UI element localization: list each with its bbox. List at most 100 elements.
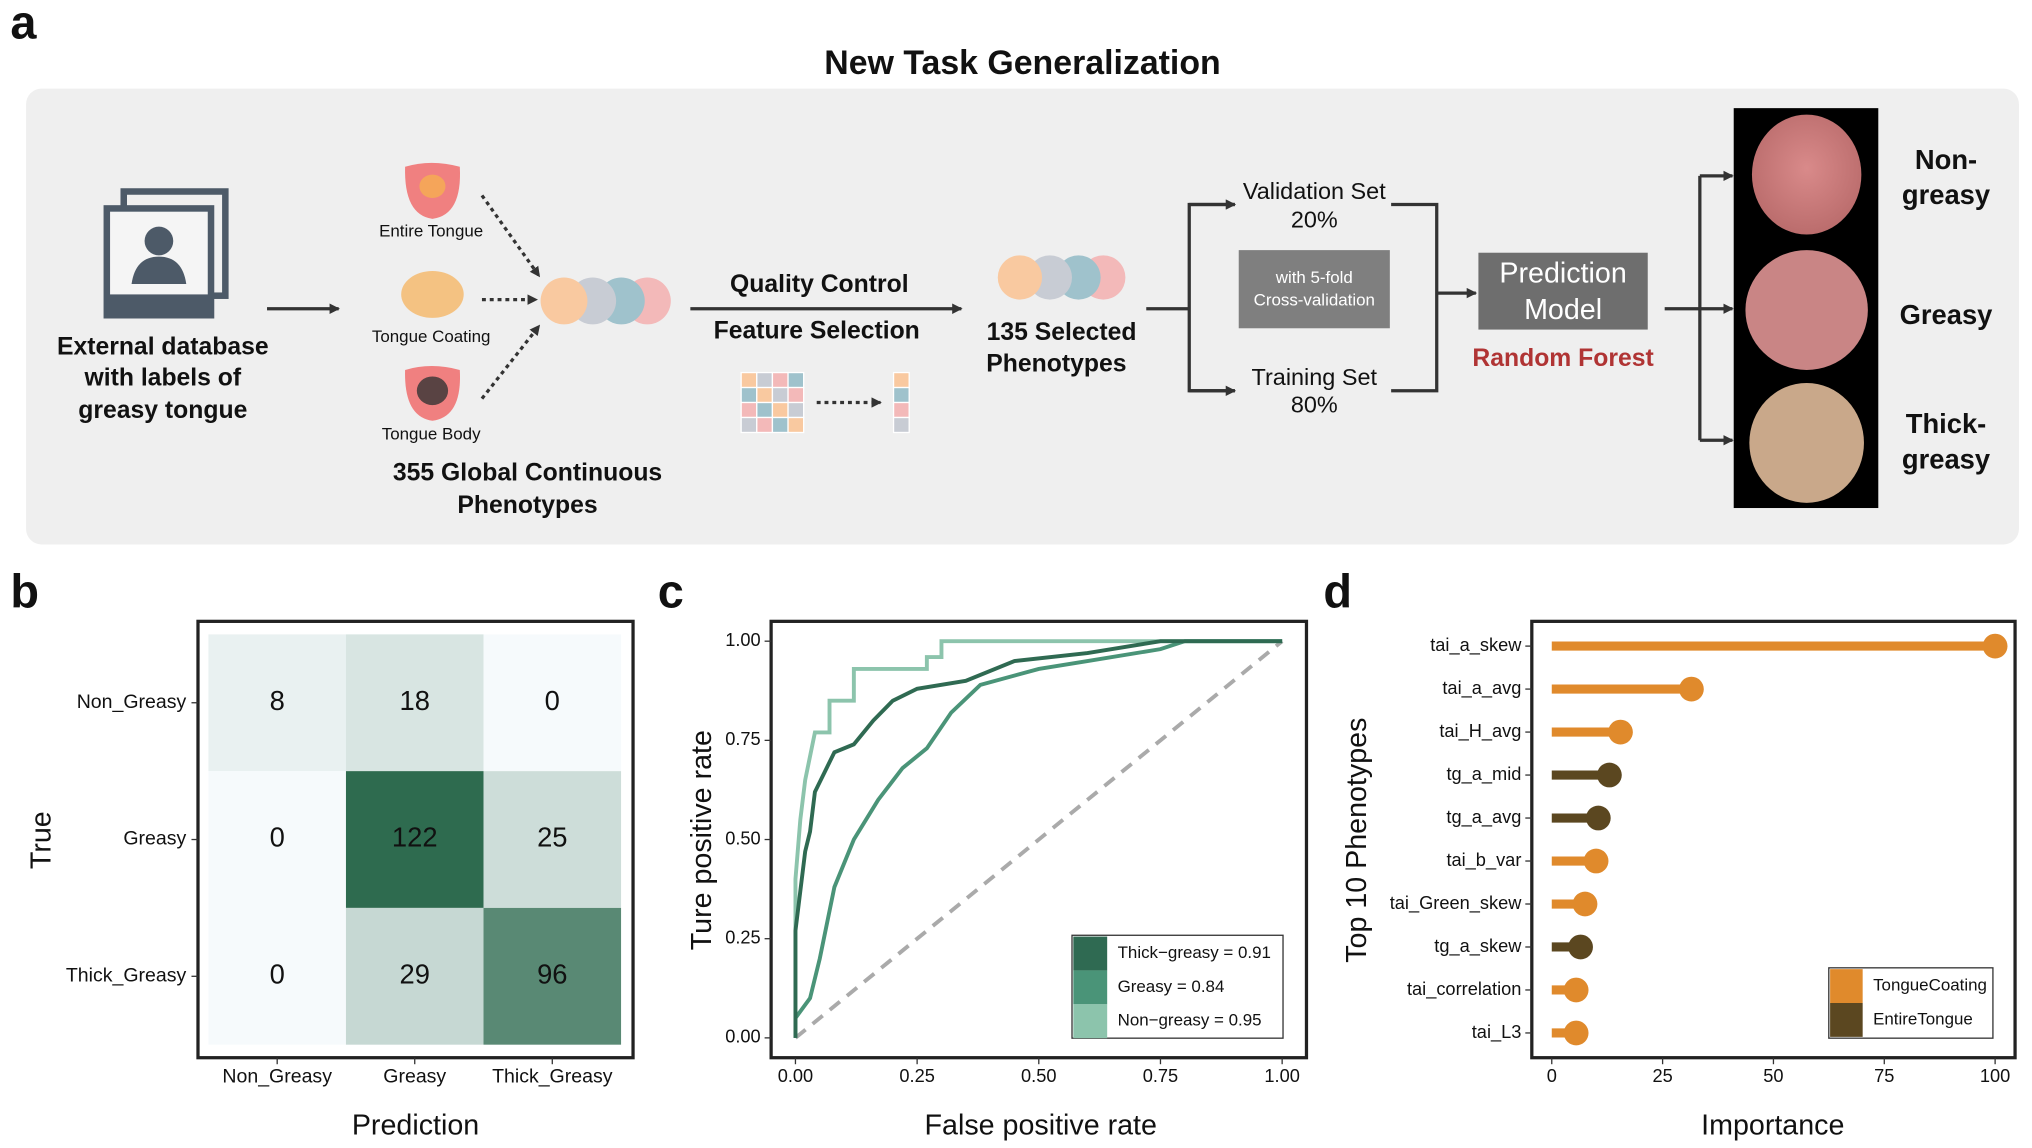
- legend-label: Greasy = 0.84: [1118, 977, 1225, 996]
- input-label: Tongue Body: [382, 425, 481, 444]
- matrix-cell: [787, 401, 805, 419]
- feature-circles: [540, 277, 671, 325]
- dot: [1585, 805, 1611, 831]
- cell-label: 25: [537, 822, 567, 853]
- cell-label: 0: [270, 959, 285, 990]
- y-tick-label: tai_correlation: [1407, 978, 1521, 1000]
- matrix-cell: [787, 371, 805, 389]
- tongue-photo: [1745, 250, 1868, 370]
- database-icon: [103, 188, 229, 319]
- matrix-cell: [740, 386, 758, 404]
- output-label: greasy: [1902, 179, 1991, 210]
- y-tick-label: Greasy: [123, 828, 186, 850]
- source-text: External database: [57, 333, 269, 360]
- selected-text: 135 Selected: [987, 319, 1137, 346]
- model-type: Random Forest: [1472, 345, 1653, 372]
- y-axis-label: True: [26, 811, 58, 869]
- output-label: greasy: [1902, 443, 1991, 474]
- tongue-icon: [416, 376, 449, 406]
- cv-text: Cross-validation: [1254, 290, 1375, 309]
- x-tick-label: Thick_Greasy: [492, 1065, 613, 1087]
- matrix-cell: [892, 386, 910, 404]
- heat-cell: [483, 634, 622, 772]
- heat-cell: [345, 771, 484, 908]
- y-tick-label: Thick_Greasy: [66, 964, 187, 986]
- x-axis-label: Importance: [1701, 1109, 1844, 1141]
- y-tick-label: tai_L3: [1472, 1021, 1522, 1043]
- legend-swatch: [1830, 969, 1863, 1003]
- y-tick-label: Non_Greasy: [77, 691, 187, 713]
- y-tick-label: tai_a_avg: [1442, 677, 1521, 699]
- matrix-cell: [740, 371, 758, 389]
- dot: [1982, 633, 2008, 659]
- process-text: Feature Selection: [714, 318, 920, 345]
- feature-matrix: [740, 371, 910, 434]
- reference-line: [794, 639, 1284, 1040]
- y-tick-label: 0.75: [725, 728, 760, 749]
- panel-label: b: [10, 566, 39, 618]
- matrix-cell: [787, 416, 805, 434]
- dot: [1572, 891, 1598, 917]
- split-text: 80%: [1291, 392, 1338, 418]
- cell-label: 18: [400, 685, 430, 716]
- heat-cell: [345, 634, 484, 772]
- tongue-icon: [419, 174, 446, 199]
- cell-label: 122: [392, 822, 438, 853]
- cv-text: with 5-fold: [1275, 268, 1353, 287]
- dot: [1608, 719, 1633, 745]
- legend-swatch: [1073, 970, 1108, 1005]
- x-tick-label: 0.50: [1021, 1065, 1056, 1086]
- y-tick-label: 0.50: [725, 827, 760, 848]
- output-label: Thick-: [1906, 408, 1987, 439]
- y-tick-label: 0.00: [725, 1026, 760, 1047]
- legend-label: EntireTongue: [1873, 1009, 1973, 1028]
- matrix-cell: [756, 401, 774, 419]
- y-tick-label: tg_a_skew: [1434, 935, 1522, 957]
- selected-text: Phenotypes: [986, 350, 1126, 377]
- matrix-cell: [892, 416, 910, 434]
- legend-swatch: [1073, 1004, 1108, 1039]
- y-tick-label: 0.25: [725, 927, 760, 948]
- y-tick-label: tai_Green_skew: [1390, 892, 1522, 914]
- cell-label: 8: [270, 685, 285, 716]
- x-tick-label: 0.00: [778, 1065, 813, 1086]
- legend-swatch: [1073, 936, 1108, 971]
- matrix-cell: [756, 371, 774, 389]
- split-text: Validation Set: [1243, 178, 1386, 204]
- roc-curve: [793, 639, 1283, 1038]
- cell-label: 0: [270, 822, 285, 853]
- diagram-title: New Task Generalization: [824, 44, 1220, 82]
- roc-curve: [793, 639, 1283, 1038]
- phenotype-text: 355 Global Continuous: [393, 460, 662, 487]
- x-tick-label: 25: [1652, 1065, 1672, 1086]
- heat-cell: [483, 771, 622, 908]
- cell-label: 29: [400, 959, 430, 990]
- x-tick-label: 0.75: [1143, 1065, 1178, 1086]
- x-tick-label: 100: [1980, 1065, 2010, 1086]
- roc-curve: [793, 639, 1283, 1038]
- matrix-cell: [756, 416, 774, 434]
- cell-label: 0: [545, 685, 560, 716]
- dot: [1568, 934, 1593, 960]
- panel-label: d: [1323, 566, 1352, 618]
- matrix-cell: [740, 416, 758, 434]
- model-text: Model: [1524, 294, 1602, 326]
- heat-cell: [345, 907, 484, 1045]
- x-tick-label: 1.00: [1264, 1065, 1299, 1086]
- y-tick-label: 1.00: [725, 629, 760, 650]
- dot: [1583, 848, 1609, 874]
- matrix-cell: [892, 371, 910, 389]
- source-text: with labels of: [83, 365, 241, 392]
- x-tick-label: 0.25: [899, 1065, 934, 1086]
- model-text: Prediction: [1499, 257, 1626, 289]
- matrix-cell: [771, 371, 789, 389]
- matrix-cell: [771, 401, 789, 419]
- x-tick-label: Greasy: [383, 1065, 446, 1087]
- y-axis-label: Top 10 Phenotypes: [1341, 718, 1373, 963]
- heat-cell: [208, 771, 346, 908]
- coating-icon: [401, 270, 464, 318]
- phenotype-text: Phenotypes: [457, 492, 597, 519]
- selected-circles: [997, 255, 1126, 300]
- dot: [1679, 676, 1704, 702]
